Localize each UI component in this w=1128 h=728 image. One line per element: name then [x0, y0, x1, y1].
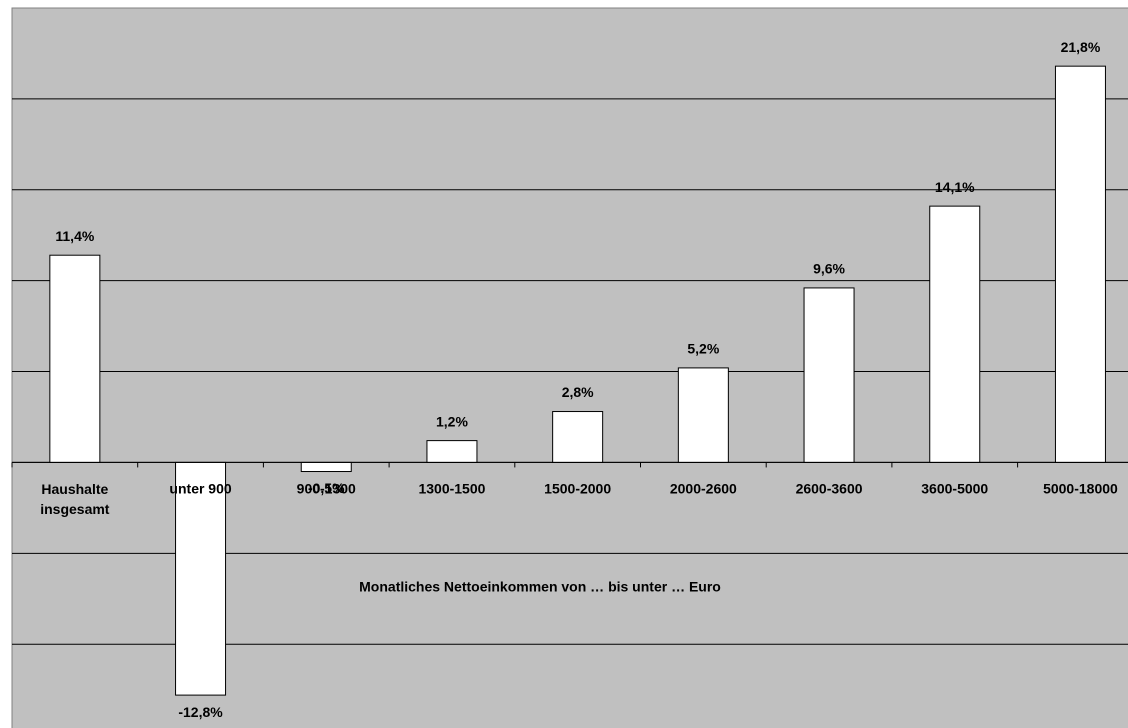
- data-label: -0,5%: [308, 480, 345, 496]
- data-label: 2,8%: [562, 384, 594, 400]
- bar: [300, 461, 352, 473]
- x-tick-label: 900-1300: [297, 481, 356, 497]
- x-tick-label: 1500-2000: [544, 481, 611, 497]
- data-label: 14,1%: [935, 179, 975, 195]
- x-tick-label: 3600-5000: [921, 481, 988, 497]
- x-tick-label: 5000-18000: [1043, 481, 1118, 497]
- data-label: 9,6%: [813, 261, 845, 277]
- data-label: -12,8%: [178, 704, 223, 720]
- x-tick-label: 1300-1500: [418, 481, 485, 497]
- x-tick-label: Haushalte insgesamt: [40, 481, 110, 517]
- data-label: 11,4%: [55, 228, 94, 244]
- bar: [426, 440, 478, 463]
- bar: [677, 367, 729, 463]
- data-label: 1,2%: [436, 413, 468, 429]
- data-label: 5,2%: [687, 341, 719, 357]
- bar: [552, 411, 604, 463]
- bar: [1054, 65, 1106, 463]
- x-tick-label: 2600-3600: [796, 481, 863, 497]
- x-tick-label: 2000-2600: [670, 481, 737, 497]
- x-axis-title: Monatliches Nettoeinkommen von … bis unt…: [359, 579, 721, 595]
- bar: [49, 254, 101, 463]
- x-tick-label: unter 900: [169, 481, 231, 497]
- bar: [929, 205, 981, 463]
- plot-layer: [11, 65, 1128, 696]
- data-label: 21,8%: [1061, 39, 1101, 55]
- bar: [803, 287, 855, 463]
- bar: [175, 461, 227, 696]
